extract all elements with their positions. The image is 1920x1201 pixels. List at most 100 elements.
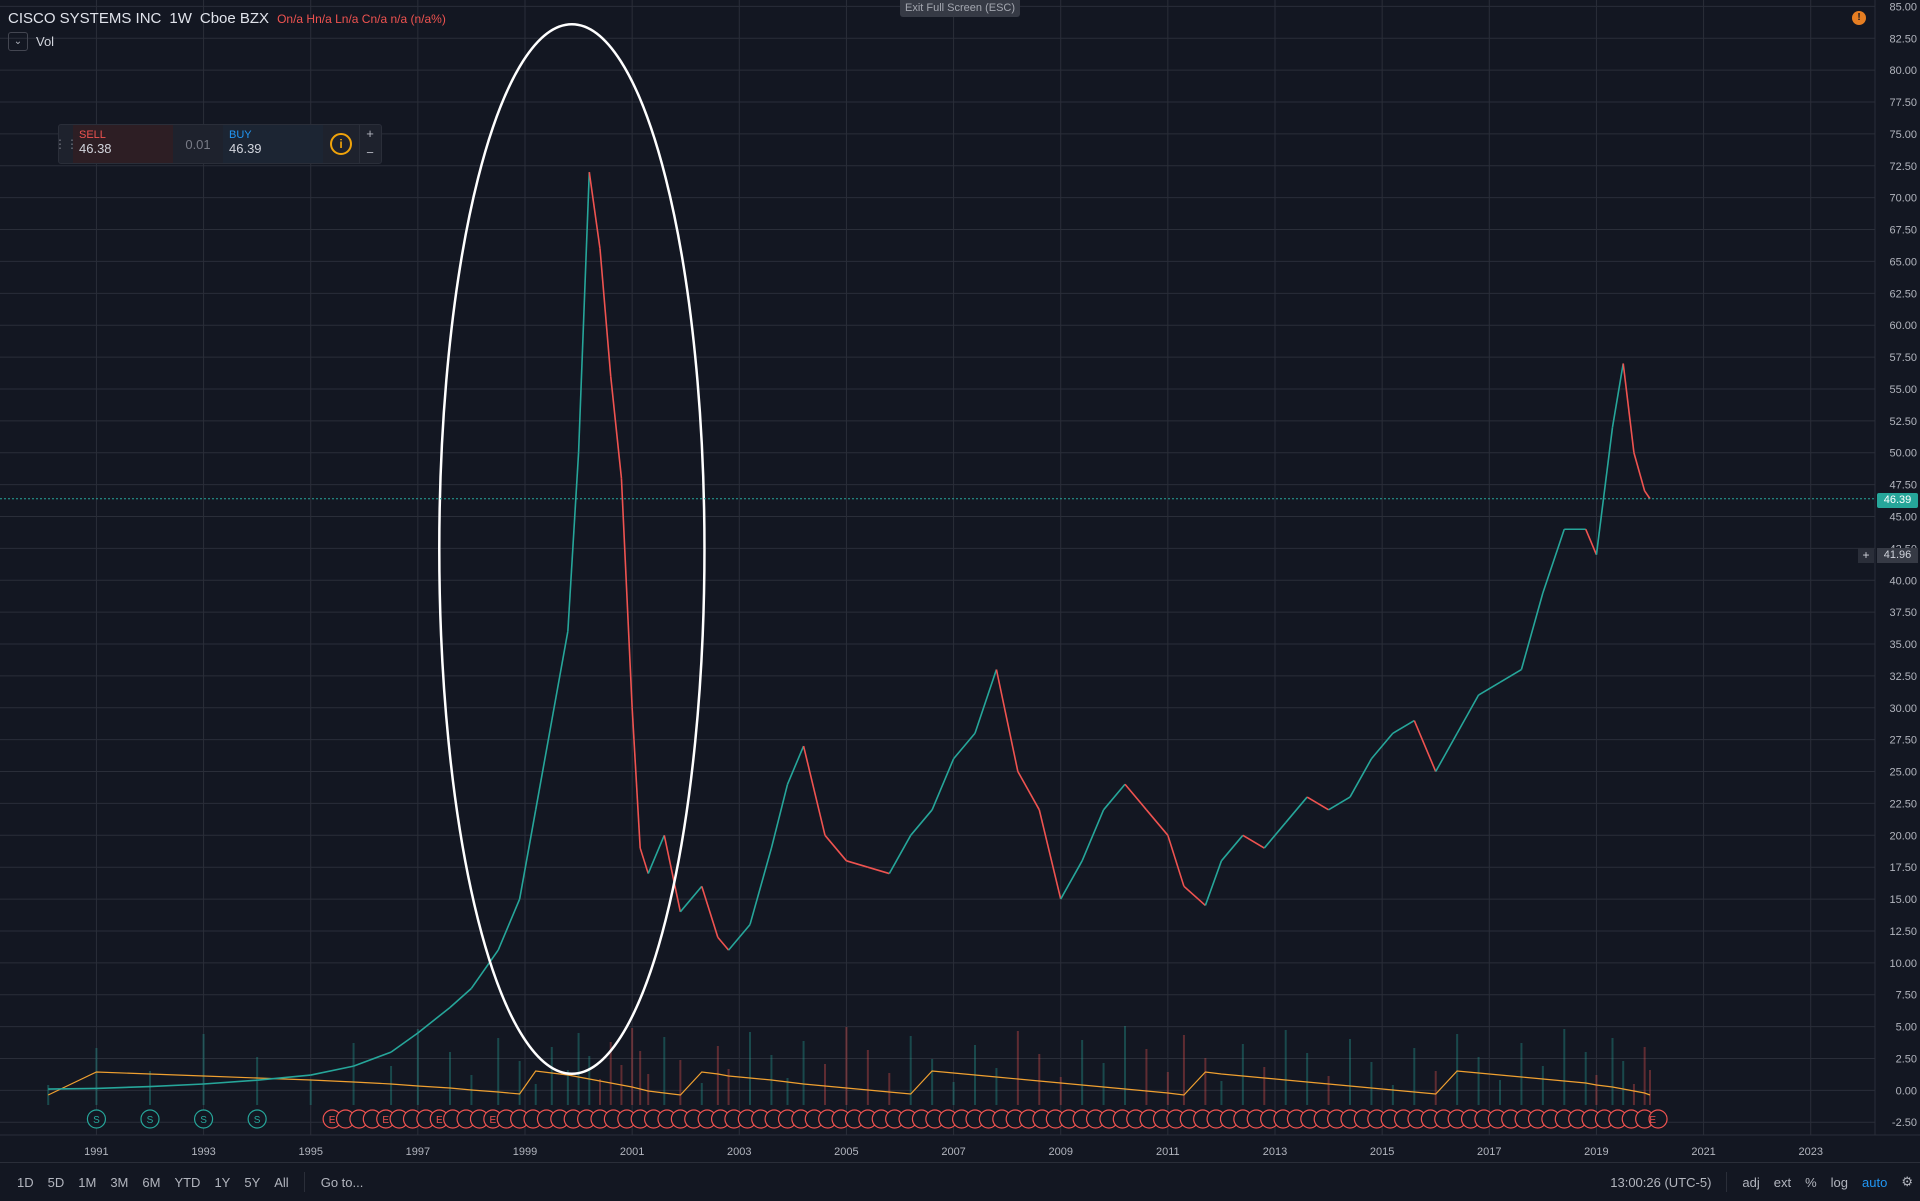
- price-segment: [750, 848, 771, 925]
- price-segment: [975, 670, 996, 734]
- price-segment: [1613, 363, 1624, 427]
- sell-price: 46.38: [79, 141, 167, 156]
- price-segment: [771, 784, 787, 848]
- x-tick-label: 1997: [406, 1146, 430, 1158]
- range-all-button[interactable]: All: [267, 1175, 295, 1190]
- y-tick-label: 75.00: [1889, 129, 1917, 141]
- volume-bar: [1622, 1061, 1624, 1105]
- toolbar-divider: [1726, 1172, 1727, 1192]
- minus-button[interactable]: −: [360, 144, 380, 163]
- volume-bar: [1644, 1047, 1646, 1105]
- volume-bar: [717, 1046, 719, 1105]
- percent-toggle[interactable]: %: [1798, 1175, 1824, 1190]
- volume-ma-line: [48, 1071, 1650, 1095]
- y-tick-label: 20.00: [1889, 830, 1917, 842]
- volume-bar: [845, 1027, 847, 1105]
- price-segment: [1018, 772, 1039, 810]
- drag-handle-icon[interactable]: ⋮⋮: [59, 125, 73, 163]
- price-segment: [1039, 810, 1060, 899]
- volume-bar: [910, 1036, 912, 1105]
- range-ytd-button[interactable]: YTD: [167, 1175, 207, 1190]
- price-segment: [589, 172, 600, 249]
- range-buttons: 1D 5D 1M 3M 6M YTD 1Y 5Y All: [10, 1175, 296, 1190]
- y-tick-label: 67.50: [1889, 225, 1917, 237]
- range-1m-button[interactable]: 1M: [71, 1175, 103, 1190]
- volume-bar: [647, 1074, 649, 1105]
- price-segment: [1393, 721, 1414, 734]
- auto-scale-toggle[interactable]: auto: [1855, 1175, 1894, 1190]
- range-3m-button[interactable]: 3M: [103, 1175, 135, 1190]
- price-segment: [868, 867, 889, 873]
- price-segment: [450, 988, 471, 1007]
- price-segment: [1221, 835, 1242, 861]
- interval-label[interactable]: 1W: [169, 10, 192, 27]
- sell-button[interactable]: SELL 46.38: [73, 125, 173, 163]
- volume-bar: [449, 1052, 451, 1105]
- range-5y-button[interactable]: 5Y: [237, 1175, 267, 1190]
- price-segment: [632, 708, 640, 848]
- trade-panel: ⋮⋮ SELL 46.38 0.01 BUY 46.39 i + −: [58, 124, 382, 164]
- y-tick-label: 80.00: [1889, 65, 1917, 77]
- plus-button[interactable]: +: [360, 125, 380, 144]
- x-tick-label: 2003: [727, 1146, 751, 1158]
- price-segment: [1457, 695, 1478, 733]
- exit-fullscreen-button[interactable]: Exit Full Screen (ESC): [900, 0, 1020, 17]
- volume-bar: [497, 1038, 499, 1105]
- volume-bar: [995, 1068, 997, 1105]
- volume-bar: [203, 1034, 205, 1105]
- price-segment: [825, 835, 846, 861]
- price-segment: [204, 1080, 258, 1084]
- ohlc-values: On/a Hn/a Ln/a Cn/a n/a (n/a%): [277, 12, 446, 26]
- volume-bar: [390, 1066, 392, 1105]
- volume-bar: [1145, 1049, 1147, 1105]
- quantity-stepper[interactable]: + −: [359, 125, 380, 163]
- price-segment: [718, 937, 729, 950]
- adj-toggle[interactable]: adj: [1735, 1175, 1766, 1190]
- y-tick-label: 60.00: [1889, 320, 1917, 332]
- volume-bar: [1542, 1066, 1544, 1105]
- settings-gear-icon[interactable]: ⚙: [1894, 1174, 1920, 1190]
- annotation-ellipse: [439, 24, 704, 1074]
- y-tick-label: 10.00: [1889, 958, 1917, 970]
- range-1d-button[interactable]: 1D: [10, 1175, 41, 1190]
- log-toggle[interactable]: log: [1824, 1175, 1855, 1190]
- add-alert-plus-button[interactable]: +: [1858, 548, 1874, 563]
- range-5d-button[interactable]: 5D: [41, 1175, 72, 1190]
- volume-bar: [1563, 1029, 1565, 1105]
- range-1y-button[interactable]: 1Y: [207, 1175, 237, 1190]
- x-tick-label: 2007: [941, 1146, 965, 1158]
- volume-bar: [1017, 1031, 1019, 1105]
- volume-bar: [95, 1048, 97, 1105]
- y-tick-label: 55.00: [1889, 384, 1917, 396]
- earnings-marker-label: E: [436, 1115, 443, 1126]
- symbol-name[interactable]: CISCO SYSTEMS INC: [8, 10, 161, 27]
- alert-icon[interactable]: !: [1852, 11, 1866, 25]
- volume-bar: [803, 1041, 805, 1105]
- y-tick-label: 45.00: [1889, 511, 1917, 523]
- info-button[interactable]: i: [323, 125, 359, 163]
- chevron-down-icon[interactable]: ⌄: [8, 32, 28, 51]
- y-tick-label: 0.00: [1896, 1085, 1917, 1097]
- volume-bar: [888, 1073, 890, 1105]
- split-marker-label: S: [93, 1115, 100, 1126]
- price-segment: [1146, 810, 1167, 836]
- volume-bar: [1060, 1077, 1062, 1105]
- price-segment: [702, 886, 718, 937]
- volume-bar: [1285, 1030, 1287, 1105]
- volume-bar: [535, 1084, 537, 1105]
- clock-timezone[interactable]: 13:00:26 (UTC-5): [1603, 1175, 1718, 1190]
- earnings-marker-label: E: [1649, 1115, 1656, 1126]
- info-icon: i: [330, 133, 352, 155]
- volume-bar: [679, 1060, 681, 1105]
- volume-bar: [931, 1059, 933, 1105]
- split-marker-label: S: [147, 1115, 154, 1126]
- price-segment: [611, 376, 622, 478]
- volume-bar: [1306, 1053, 1308, 1105]
- y-tick-label: 7.50: [1896, 990, 1917, 1002]
- range-6m-button[interactable]: 6M: [135, 1175, 167, 1190]
- buy-button[interactable]: BUY 46.39: [223, 125, 323, 163]
- ext-toggle[interactable]: ext: [1767, 1175, 1798, 1190]
- goto-date-button[interactable]: Go to...: [313, 1175, 372, 1190]
- volume-bar: [1370, 1062, 1372, 1105]
